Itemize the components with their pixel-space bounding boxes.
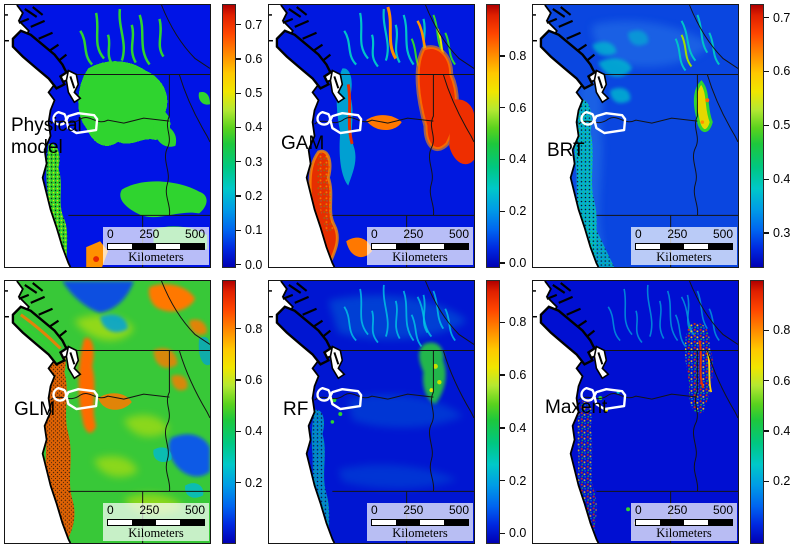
scale-tick-500: 500	[184, 503, 205, 518]
study-area-outline	[52, 110, 99, 135]
colorbar: 0.8 0.6 0.4 0.2	[750, 280, 791, 544]
colorbar-ramp	[750, 280, 764, 544]
study-area-outline	[52, 386, 99, 411]
scale-tick-250: 250	[403, 503, 424, 518]
map-gam: GAM 0 250 500 Kilometers	[268, 4, 475, 268]
study-area-outline	[580, 110, 627, 135]
panel-brt: BRT 0 250 500 Kilometers 0.7 0.6 0.5 0.4 0.3	[528, 0, 792, 276]
colorbar: 0.8 0.6 0.4 0.2 0.0	[486, 4, 527, 270]
panel-rf: RF 0 250 500 Kilometers 0.8 0.6 0.4 0.2 0.0	[264, 276, 528, 552]
panel-label: Physical model	[11, 115, 82, 158]
scale-tick-250: 250	[139, 227, 160, 242]
scale-tick-250: 250	[667, 227, 688, 242]
map-physical-model: Physical model 0 250 500 Kilometers	[4, 4, 211, 268]
scale-tick-250: 250	[139, 503, 160, 518]
colorbar: 0.8 0.6 0.4 0.2 0.0	[486, 280, 527, 544]
scale-tick-0: 0	[371, 227, 378, 242]
panel-label: GLM	[14, 399, 56, 420]
scale-unit-label: Kilometers	[656, 525, 712, 540]
map-rf: RF 0 250 500 Kilometers	[268, 280, 475, 544]
scale-tick-500: 500	[448, 503, 469, 518]
map-canvas	[269, 281, 474, 543]
colorbar-ramp	[222, 4, 236, 268]
map-canvas	[5, 281, 210, 543]
scale-bar-segments	[107, 242, 205, 250]
panel-label: GAM	[281, 133, 325, 154]
scale-bar-segments	[635, 242, 733, 250]
map-brt: BRT 0 250 500 Kilometers	[532, 4, 739, 268]
scale-bar: 0 250 500 Kilometers	[631, 503, 737, 541]
map-glm: GLM 0 250 500 Kilometers	[4, 280, 211, 544]
scale-bar-numbers: 0 250 500	[107, 504, 205, 517]
scale-bar-numbers: 0 250 500	[107, 228, 205, 241]
scale-tick-500: 500	[184, 227, 205, 242]
scale-tick-0: 0	[635, 503, 642, 518]
colorbar-ramp	[222, 280, 236, 544]
scale-bar-numbers: 0 250 500	[635, 228, 733, 241]
scale-bar-segments	[371, 242, 469, 250]
scale-tick-500: 500	[712, 503, 733, 518]
scale-unit-label: Kilometers	[128, 525, 184, 540]
scale-bar: 0 250 500 Kilometers	[367, 227, 473, 265]
map-canvas	[269, 5, 474, 267]
scale-tick-250: 250	[667, 503, 688, 518]
panel-gam: GAM 0 250 500 Kilometers 0.8 0.6 0.4 0.2 0.0	[264, 0, 528, 276]
scale-bar: 0 250 500 Kilometers	[631, 227, 737, 265]
scale-bar-segments	[635, 518, 733, 526]
scale-bar: 0 250 500 Kilometers	[367, 503, 473, 541]
study-area-outline	[580, 386, 627, 411]
scale-tick-250: 250	[403, 227, 424, 242]
scale-unit-label: Kilometers	[128, 249, 184, 264]
map-canvas	[533, 281, 738, 543]
study-area-outline	[316, 386, 363, 411]
scale-tick-0: 0	[635, 227, 642, 242]
panel-label: Maxent	[545, 397, 608, 418]
panel-label: BRT	[547, 140, 585, 161]
scale-unit-label: Kilometers	[392, 525, 448, 540]
colorbar-ramp	[486, 4, 500, 268]
panel-maxent: Maxent 0 250 500 Kilometers 0.8 0.6 0.4 0.2	[528, 276, 792, 552]
panel-label: RF	[283, 399, 309, 420]
scale-bar-numbers: 0 250 500	[635, 504, 733, 517]
scale-bar-numbers: 0 250 500	[371, 504, 469, 517]
scale-tick-500: 500	[448, 227, 469, 242]
colorbar: 0.7 0.6 0.5 0.4 0.3	[750, 4, 791, 268]
panel-physical-model: Physical model 0 250 500 Kilometers 0.7 0…	[0, 0, 264, 276]
colorbar: 0.8 0.6 0.4 0.2	[222, 280, 263, 544]
colorbar-ramp	[486, 280, 500, 544]
scale-bar: 0 250 500 Kilometers	[103, 503, 209, 541]
scale-tick-0: 0	[107, 227, 114, 242]
scale-bar-numbers: 0 250 500	[371, 228, 469, 241]
scale-tick-0: 0	[371, 503, 378, 518]
colorbar: 0.7 0.6 0.5 0.4 0.3 0.2 0.1 0.0	[222, 4, 263, 272]
scale-tick-0: 0	[107, 503, 114, 518]
scale-unit-label: Kilometers	[392, 249, 448, 264]
scale-bar: 0 250 500 Kilometers	[103, 227, 209, 265]
scale-bar-segments	[371, 518, 469, 526]
map-canvas	[533, 5, 738, 267]
scale-unit-label: Kilometers	[656, 249, 712, 264]
scale-bar-segments	[107, 518, 205, 526]
map-maxent: Maxent 0 250 500 Kilometers	[532, 280, 739, 544]
panel-glm: GLM 0 250 500 Kilometers 0.8 0.6 0.4 0.2	[0, 276, 264, 552]
scale-tick-500: 500	[712, 227, 733, 242]
study-area-outline	[316, 110, 363, 135]
colorbar-ramp	[750, 4, 764, 268]
